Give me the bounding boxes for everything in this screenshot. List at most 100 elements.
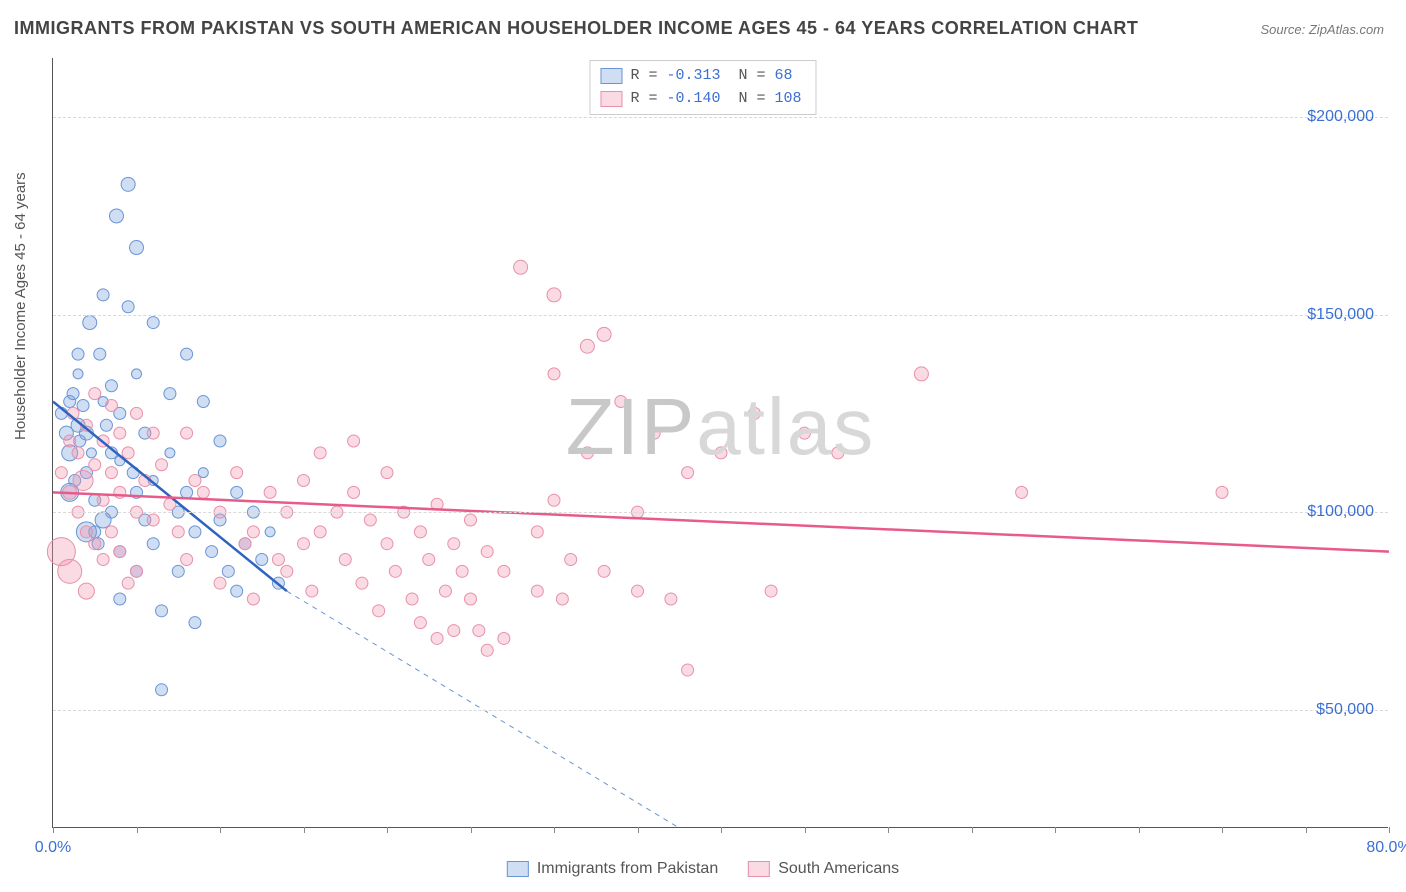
data-point <box>64 435 76 447</box>
data-point <box>121 177 135 191</box>
data-point <box>665 593 677 605</box>
data-point <box>156 684 168 696</box>
data-point <box>73 369 83 379</box>
data-point <box>298 538 310 550</box>
data-point <box>89 459 101 471</box>
data-point <box>147 514 159 526</box>
data-point <box>197 486 209 498</box>
data-point <box>94 348 106 360</box>
data-point <box>547 288 561 302</box>
data-point <box>431 632 443 644</box>
x-tick <box>387 827 388 833</box>
data-point <box>72 348 84 360</box>
data-point <box>682 664 694 676</box>
data-point <box>114 593 126 605</box>
data-point <box>97 289 109 301</box>
x-tick <box>1389 827 1390 833</box>
data-point <box>89 388 101 400</box>
legend-label: Immigrants from Pakistan <box>537 860 718 878</box>
data-point <box>97 494 109 506</box>
source-label: Source: ZipAtlas.com <box>1260 22 1384 37</box>
data-point <box>197 396 209 408</box>
gridline <box>53 710 1388 711</box>
data-point <box>58 559 82 583</box>
data-point <box>580 339 594 353</box>
x-tick <box>471 827 472 833</box>
data-point <box>548 368 560 380</box>
gridline <box>53 512 1388 513</box>
data-point <box>122 447 134 459</box>
data-point <box>748 407 760 419</box>
data-point <box>465 593 477 605</box>
data-point <box>122 577 134 589</box>
trend-line <box>53 492 1389 551</box>
correlation-legend: R = -0.313 N = 68R = -0.140 N = 108 <box>589 60 816 115</box>
data-point <box>222 565 234 577</box>
data-point <box>214 435 226 447</box>
data-point <box>89 538 101 550</box>
legend-stats: R = -0.140 N = 108 <box>630 88 801 111</box>
data-point <box>615 396 627 408</box>
data-point <box>448 538 460 550</box>
data-point <box>131 565 143 577</box>
x-tick <box>304 827 305 833</box>
y-tick-label: $150,000 <box>1307 306 1374 324</box>
data-point <box>548 494 560 506</box>
data-point <box>100 419 112 431</box>
data-point <box>130 241 144 255</box>
data-point <box>72 447 84 459</box>
data-point <box>914 367 928 381</box>
data-point <box>78 583 94 599</box>
data-point <box>181 553 193 565</box>
legend-item: South Americans <box>748 860 899 878</box>
x-tick-label: 80.0% <box>1366 839 1406 857</box>
data-point <box>306 585 318 597</box>
data-point <box>481 644 493 656</box>
x-tick <box>1306 827 1307 833</box>
data-point <box>105 380 117 392</box>
x-tick <box>805 827 806 833</box>
data-point <box>105 526 117 538</box>
legend-swatch <box>748 861 770 877</box>
chart-svg <box>53 58 1388 827</box>
x-tick <box>1222 827 1223 833</box>
data-point <box>206 546 218 558</box>
data-point <box>348 435 360 447</box>
data-point <box>147 538 159 550</box>
data-point <box>172 565 184 577</box>
data-point <box>414 526 426 538</box>
data-point <box>156 459 168 471</box>
data-point <box>181 348 193 360</box>
data-point <box>439 585 451 597</box>
data-point <box>339 553 351 565</box>
data-point <box>147 427 159 439</box>
data-point <box>189 526 201 538</box>
x-tick <box>1055 827 1056 833</box>
data-point <box>715 447 727 459</box>
x-tick <box>721 827 722 833</box>
data-point <box>164 388 176 400</box>
data-point <box>581 447 593 459</box>
data-point <box>314 526 326 538</box>
data-point <box>114 427 126 439</box>
gridline <box>53 315 1388 316</box>
legend-swatch <box>507 861 529 877</box>
y-tick-label: $200,000 <box>1307 108 1374 126</box>
x-tick <box>888 827 889 833</box>
data-point <box>105 399 117 411</box>
data-point <box>239 538 251 550</box>
data-point <box>465 514 477 526</box>
data-point <box>1216 486 1228 498</box>
data-point <box>498 565 510 577</box>
data-point <box>132 369 142 379</box>
data-point <box>481 546 493 558</box>
data-point <box>514 260 528 274</box>
data-point <box>131 407 143 419</box>
x-tick <box>137 827 138 833</box>
data-point <box>389 565 401 577</box>
data-point <box>181 427 193 439</box>
data-point <box>247 526 259 538</box>
data-point <box>406 593 418 605</box>
data-point <box>1016 486 1028 498</box>
data-point <box>298 475 310 487</box>
